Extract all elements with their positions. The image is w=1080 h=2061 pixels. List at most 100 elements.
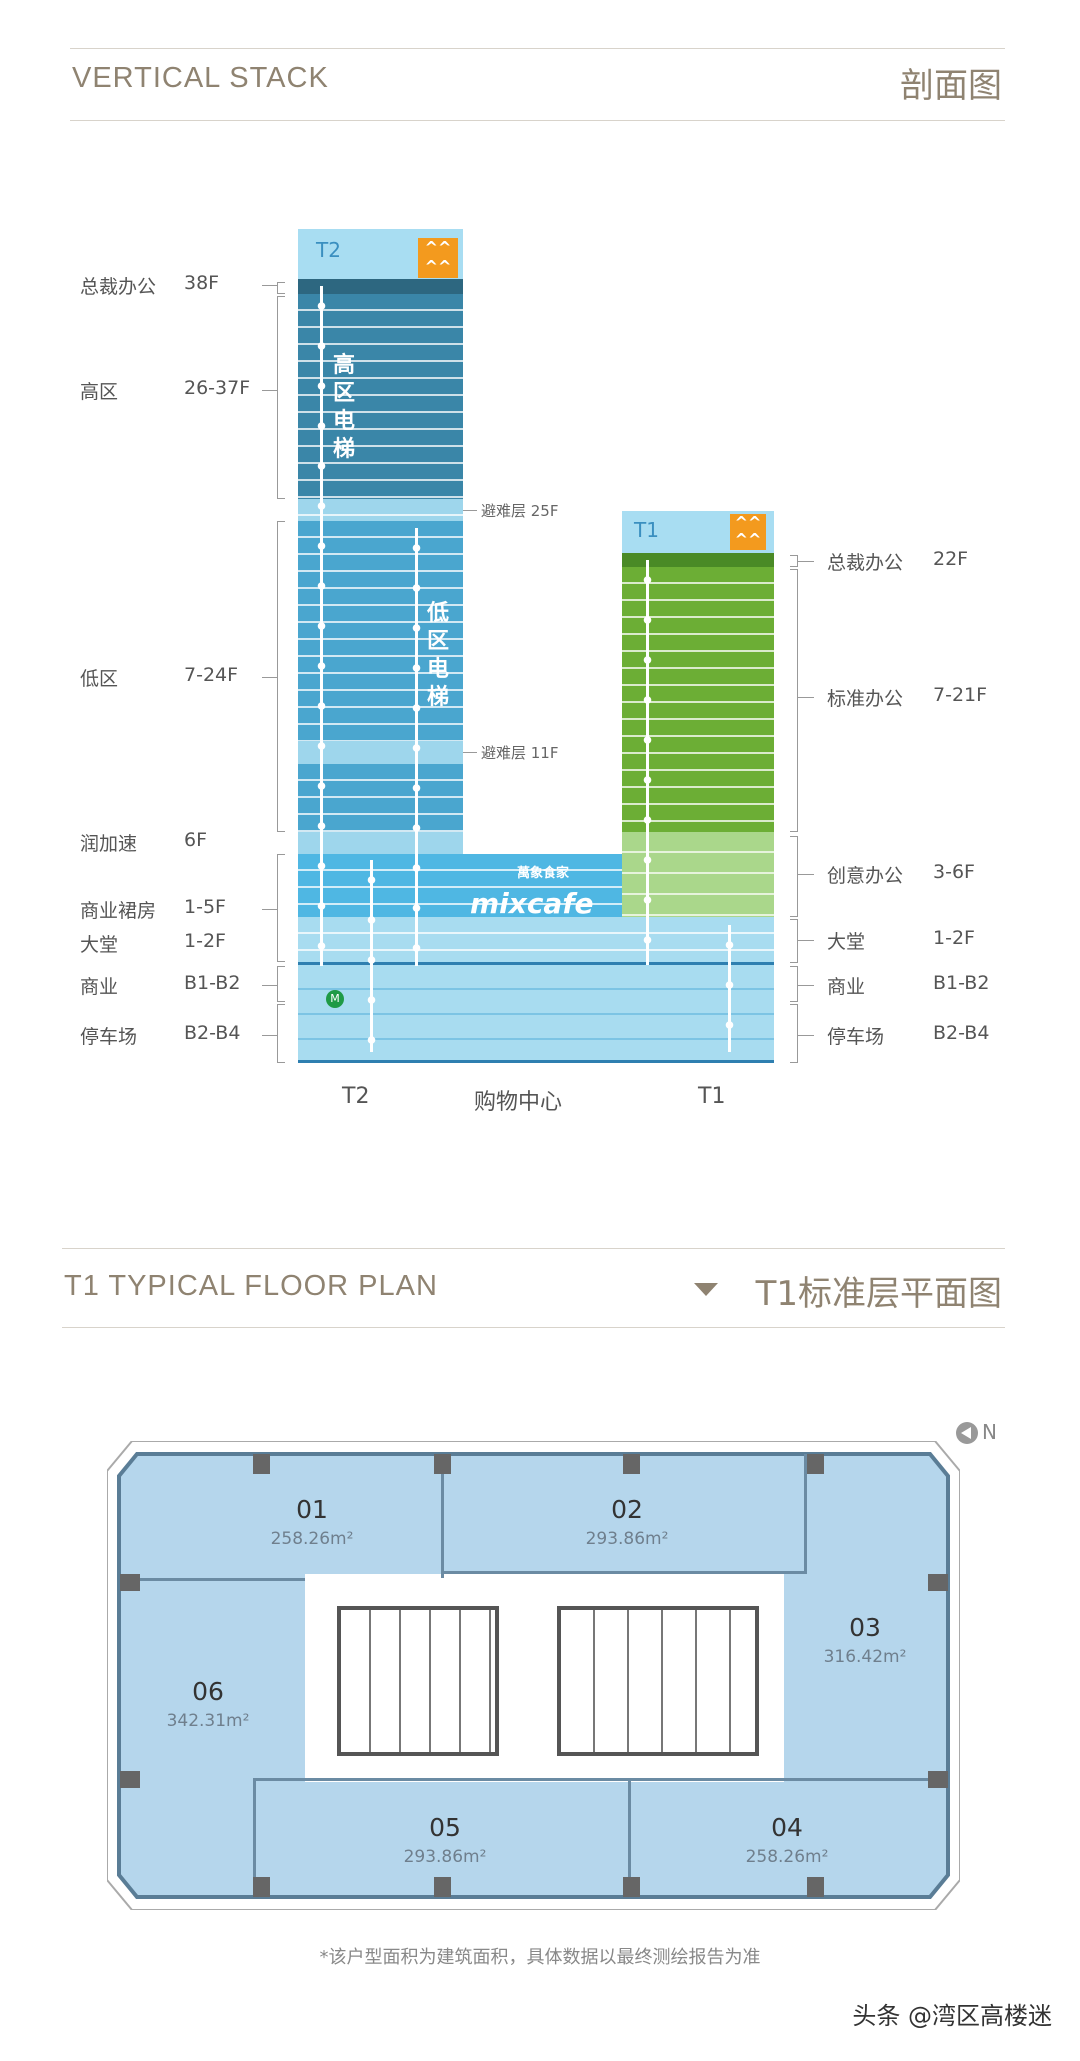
left-label-name: 停车场 [80,1026,138,1048]
room-id: 02 [611,1495,643,1524]
divider [62,1327,1005,1328]
t2-floor-6 [298,832,463,854]
high-elevator-char: 梯 [332,437,355,462]
left-label-name: 高区 [80,381,119,403]
ground-line [298,962,774,965]
low-zone-elevator [412,528,421,966]
column [807,1454,824,1474]
divider [70,120,1005,121]
section-title-cn: 剖面图 [900,66,1002,106]
podium-elevator [367,860,376,1052]
left-label-name: 润加速 [80,833,138,855]
divider [62,1248,1005,1249]
orange-mountain-logo-icon: ^^ ^^ [730,514,766,550]
room-area: 342.31m² [166,1711,250,1731]
bracket [277,282,285,294]
tick [798,561,814,562]
core-left [337,1606,499,1756]
left-label-floors: B2-B4 [184,1022,241,1044]
tick [798,940,814,941]
high-elevator-char: 区 [332,381,355,406]
left-label-name: 低区 [80,668,119,690]
bracket [277,296,285,499]
room-area: 316.42m² [823,1647,907,1667]
left-label-name: 总裁办公 [80,276,157,298]
bracket [277,1004,285,1063]
tick [262,677,278,678]
low-elevator-char: 区 [426,629,449,654]
bottom-label-t2: T2 [342,1084,370,1109]
section-title-en: VERTICAL STACK [72,62,329,94]
tick [262,285,278,286]
bracket [790,569,798,832]
tick [262,985,278,986]
section-title-en: T1 TYPICAL FLOOR PLAN [64,1270,438,1302]
right-label-floors: 7-21F [933,684,988,706]
column [120,1574,140,1591]
watermark: 头条 @湾区高楼迷 [852,2002,1052,2030]
north-label: N [982,1420,997,1444]
bottom-label-t1: T1 [698,1084,726,1109]
right-label-name: 停车场 [827,1026,885,1048]
podium-retail [298,854,622,917]
right-label-name: 标准办公 [827,688,904,710]
section-title-cn: T1标准层平面图 [755,1274,1002,1314]
low-elevator-char: 梯 [426,685,449,710]
right-label-floors: 3-6F [933,861,975,883]
room-divider [628,1778,631,1897]
left-label-name: 商业裙房 [80,900,157,922]
right-label-floors: B2-B4 [933,1022,990,1044]
tick [798,697,814,698]
column [120,1771,140,1788]
column [434,1877,451,1897]
bracket [277,521,285,832]
tick [262,390,278,391]
orange-mountain-logo-icon: ^^ ^^ [418,238,458,278]
left-label-floors: 26-37F [184,377,251,399]
t2-tag: T2 [316,238,341,262]
high-elevator-char: 电 [332,409,355,434]
t1-basement-elevator [725,925,734,1052]
metro-icon: M [326,990,344,1008]
tick [463,752,477,753]
right-label-floors: 22F [933,548,969,570]
bottom-label-mall: 购物中心 [474,1090,563,1115]
tick [798,874,814,875]
room-id: 04 [771,1813,803,1842]
room-id: 03 [849,1613,881,1642]
left-label-floors: B1-B2 [184,972,241,994]
high-zone-elevator [317,286,326,966]
lobby [298,917,774,963]
tick [262,909,278,910]
column [253,1454,270,1474]
room-area: 293.86m² [585,1529,669,1549]
left-label-floors: 6F [184,829,208,851]
room-divider [441,1571,805,1574]
column [807,1877,824,1897]
left-label-name: 商业 [80,976,119,998]
right-label-name: 商业 [827,976,866,998]
room-divider [253,1778,256,1897]
mixcafe-logo: mixcafe [470,888,594,920]
low-elevator-char: 低 [426,601,449,626]
room-id: 05 [429,1813,461,1842]
basement-bottom-line [298,1060,774,1063]
t2-refuge-25 [298,499,463,521]
north-arrow-icon [956,1422,978,1444]
right-label-name: 大堂 [827,931,866,953]
column [928,1771,948,1788]
bracket [790,836,798,917]
t2-refuge-11 [298,741,463,764]
left-label-name: 大堂 [80,934,119,956]
room-divider [804,1454,807,1574]
room-area: 293.86m² [403,1847,487,1867]
t2-floor-38 [298,279,463,294]
room-divider [253,1778,948,1781]
refuge-floor-25-label: 避难层 25F [481,502,559,520]
t1-tag: T1 [634,518,659,542]
column [434,1454,451,1474]
right-label-name: 总裁办公 [827,552,904,574]
high-elevator-char: 高 [332,353,355,378]
room-id: 01 [296,1495,328,1524]
tick [798,985,814,986]
